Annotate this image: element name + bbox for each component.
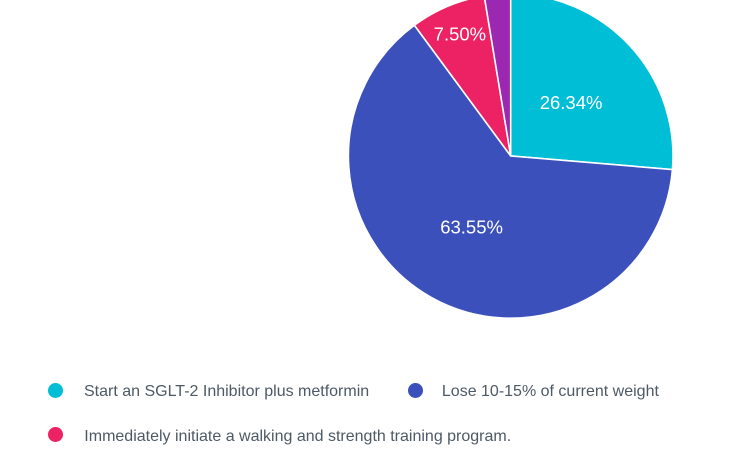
svg-text:63.55%: 63.55% bbox=[440, 217, 503, 238]
svg-text:26.34%: 26.34% bbox=[540, 92, 603, 113]
svg-text:7.50%: 7.50% bbox=[434, 24, 486, 45]
